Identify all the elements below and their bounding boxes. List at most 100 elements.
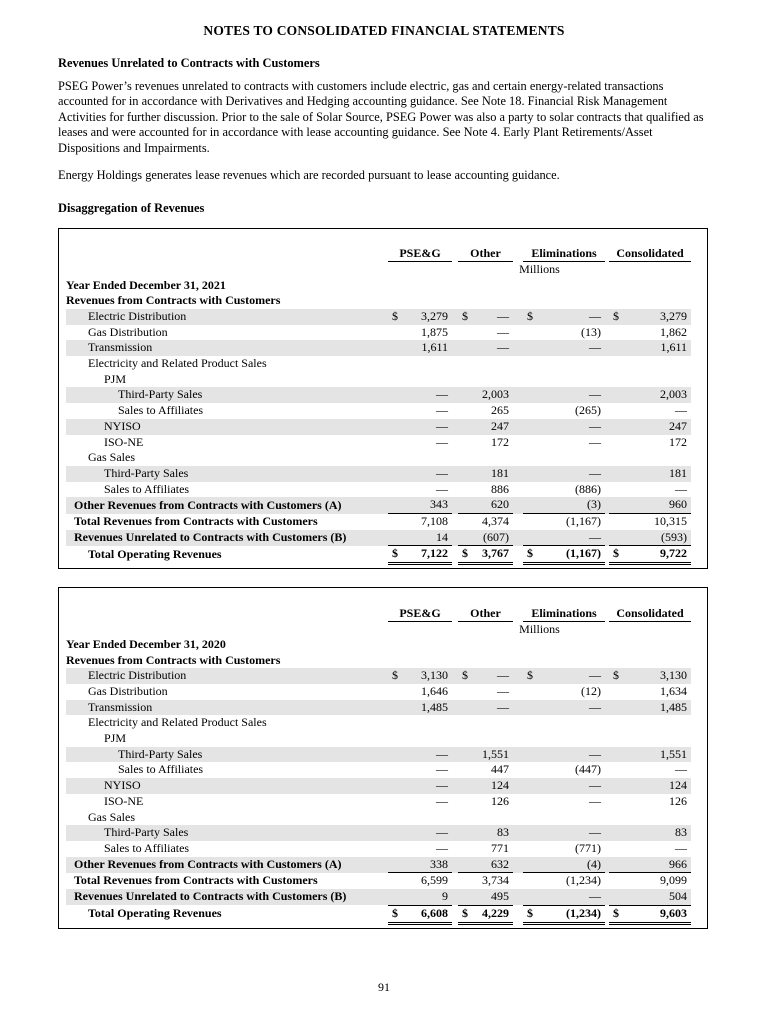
column-gap xyxy=(605,418,609,435)
cell-other: $ — xyxy=(458,668,513,684)
cell-value: 9,603 xyxy=(660,905,687,920)
cell-consolidated: 1,634 xyxy=(609,684,691,700)
column-gap xyxy=(513,794,523,810)
cell-value: 447 xyxy=(491,762,509,777)
cell-value: — xyxy=(436,481,448,496)
column-header-pseg: PSE&G xyxy=(388,240,452,263)
column-gap xyxy=(452,465,458,482)
column-gap xyxy=(513,497,523,514)
cell-content: — xyxy=(523,825,605,841)
cell-consolidated: 172 xyxy=(609,435,691,451)
cell-value: — xyxy=(589,308,601,323)
cell-content: — xyxy=(609,482,691,498)
cell-other: 495 xyxy=(458,889,513,906)
cell-consolidated xyxy=(609,715,691,731)
cell-content: 771 xyxy=(458,841,513,857)
heading-revenues-unrelated: Revenues Unrelated to Contracts with Cus… xyxy=(58,56,320,70)
column-gap xyxy=(513,778,523,794)
cell-content: 1,551 xyxy=(458,747,513,763)
cell-content: — xyxy=(523,419,605,435)
row-label: Third-Party Sales xyxy=(66,746,388,763)
cell-value: (1,234) xyxy=(566,905,601,920)
cell-other: 771 xyxy=(458,841,513,857)
cell-content: (886) xyxy=(523,482,605,498)
cell-pseg: — xyxy=(388,841,452,857)
cell-value: — xyxy=(589,529,601,544)
currency-symbol: $ xyxy=(392,905,398,920)
cell-value: 632 xyxy=(491,856,509,871)
cell-value: 960 xyxy=(669,497,687,512)
cell-value: 1,862 xyxy=(660,324,687,339)
column-gap xyxy=(452,699,458,716)
page-number: 91 xyxy=(378,980,390,994)
table-row: PJM xyxy=(66,731,691,747)
cell-value: 1,611 xyxy=(421,340,448,355)
table-row: Gas Distribution 1,646 — (12) 1,634 xyxy=(66,684,691,700)
unit-spacer xyxy=(66,621,388,637)
cell-value: — xyxy=(436,762,448,777)
column-gap xyxy=(605,465,609,482)
cell-pseg: — xyxy=(388,465,452,482)
cell-content: — xyxy=(523,387,605,403)
cell-other xyxy=(458,356,513,372)
cell-value: 1,485 xyxy=(421,699,448,714)
cell-value: 6,608 xyxy=(421,905,448,920)
cell-content: 181 xyxy=(609,466,691,482)
cell-other: 265 xyxy=(458,403,513,419)
cell-content: — xyxy=(388,825,452,841)
cell-value: — xyxy=(497,308,509,323)
cell-value: 9,099 xyxy=(660,873,687,888)
cell-eliminations xyxy=(523,731,605,747)
cell-content: — xyxy=(523,778,605,794)
cell-other: 632 xyxy=(458,856,513,874)
cell-value: — xyxy=(589,418,601,433)
row-label: Third-Party Sales xyxy=(66,825,388,841)
cell-value: — xyxy=(436,418,448,433)
cell-eliminations: (1,234) xyxy=(523,873,605,889)
cell-consolidated: $9,722 xyxy=(609,545,691,566)
cell-content: 4,374 xyxy=(458,514,513,530)
cell-value: 1,875 xyxy=(421,324,448,339)
row-label: Revenues Unrelated to Contracts with Cus… xyxy=(66,529,388,546)
cell-pseg xyxy=(388,450,452,466)
column-gap xyxy=(513,435,523,451)
unit-spacer xyxy=(66,262,388,278)
cell-content: $ — xyxy=(523,309,605,325)
table-row: Total Operating Revenues $6,608 $4,229 $ (1,… xyxy=(66,905,691,925)
column-gap xyxy=(513,529,523,546)
cell-value: 83 xyxy=(675,825,687,840)
row-label: PJM xyxy=(104,731,127,746)
cell-content: 1,611 xyxy=(388,340,452,356)
column-gap xyxy=(605,529,609,546)
cell-value: — xyxy=(589,825,601,840)
cell-pseg: 1,875 xyxy=(388,325,452,341)
cell-other: 2,003 xyxy=(458,387,513,404)
cell-other xyxy=(458,810,513,826)
cell-content: — xyxy=(458,340,513,356)
cell-value: 1,646 xyxy=(421,683,448,698)
cell-consolidated: — xyxy=(609,841,691,857)
cell-eliminations: — xyxy=(523,825,605,841)
cell-eliminations: — xyxy=(523,746,605,763)
column-gap xyxy=(513,762,523,778)
cell-value: (12) xyxy=(581,683,601,698)
table-row: Electricity and Related Product Sales xyxy=(66,715,691,731)
cell-value: (607) xyxy=(483,529,509,544)
cell-content: 1,862 xyxy=(609,325,691,341)
cell-other: 1,551 xyxy=(458,746,513,763)
cell-pseg: $6,608 xyxy=(388,905,452,925)
row-label: Electricity and Related Product Sales xyxy=(88,715,267,730)
row-label: Gas Distribution xyxy=(88,683,168,698)
cell-content: 1,611 xyxy=(609,340,691,356)
currency-symbol: $ xyxy=(527,668,533,683)
cell-consolidated: $3,130 xyxy=(609,668,691,684)
table-row: Electric Distribution $3,279 $ — $ — $3,279 xyxy=(66,308,691,325)
cell-pseg: $7,122 xyxy=(388,545,452,566)
cell-eliminations: $ — xyxy=(523,308,605,325)
cell-value: — xyxy=(675,481,687,496)
cell-consolidated: $9,603 xyxy=(609,905,691,925)
cell-content: (265) xyxy=(523,403,605,419)
cell-value: 3,130 xyxy=(421,668,448,683)
cell-value: (1,167) xyxy=(566,514,601,529)
table-row: Transmission 1,485 — — 1,485 xyxy=(66,699,691,716)
